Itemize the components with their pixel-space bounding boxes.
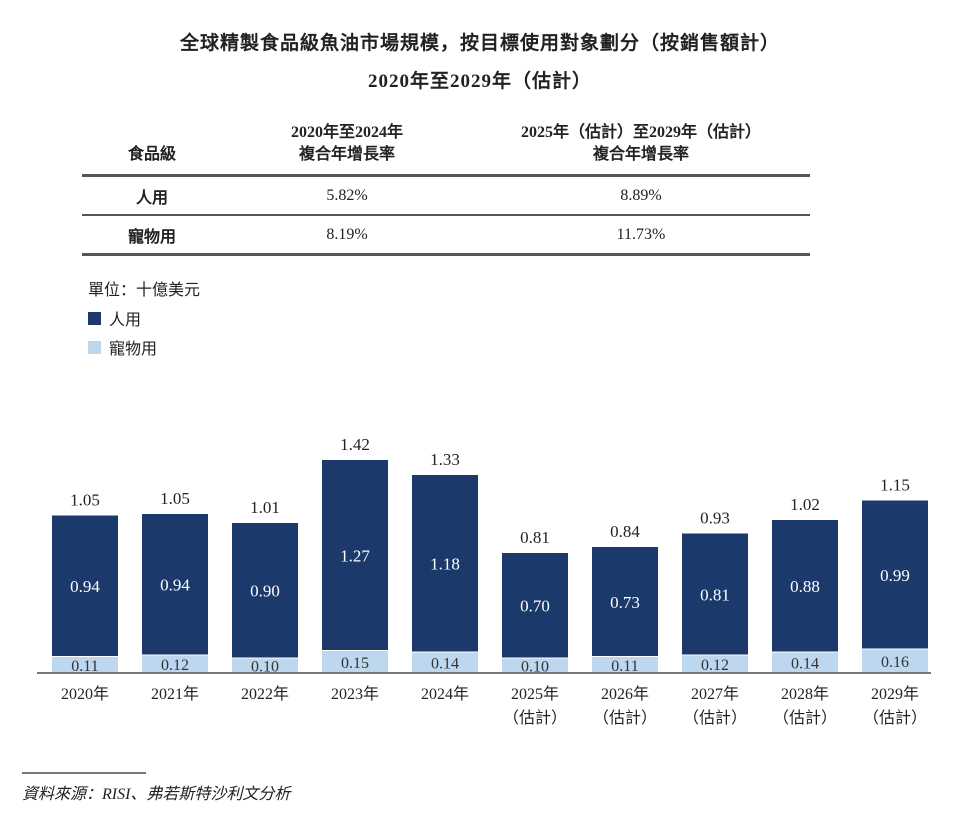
bar-pet (502, 658, 568, 673)
x-tick-label: 2027年 (691, 685, 739, 703)
data-label-total: 1.05 (70, 491, 100, 510)
legend-label: 寵物用 (109, 341, 158, 358)
data-label-total: 1.01 (250, 498, 280, 517)
header-line: 2025年（估計）至2029年（估計） (520, 124, 761, 141)
data-label-total: 1.02 (790, 495, 820, 514)
data-label-human: 0.90 (250, 582, 280, 601)
data-label-pet: 0.10 (251, 659, 279, 676)
bar-human (502, 553, 568, 658)
data-label-pet: 0.10 (521, 659, 549, 676)
header-line: 複合年增長率 (592, 146, 689, 163)
bar-human (142, 514, 208, 655)
data-label-pet: 0.11 (71, 658, 98, 675)
bar-human (862, 500, 928, 649)
data-label-pet: 0.12 (161, 657, 189, 674)
data-label-pet: 0.16 (881, 654, 909, 671)
bar-human (592, 547, 658, 657)
bar-pet (772, 652, 838, 673)
bar-human (52, 515, 118, 657)
data-label-total: 1.33 (430, 450, 460, 469)
header-cagr-2025-2029: 2025年（估計）至2029年（估計） 複合年增長率 (472, 122, 810, 176)
legend-swatch-pet (88, 340, 101, 354)
bar-human (772, 520, 838, 652)
x-tick-label-estimate: （估計） (593, 709, 657, 727)
data-label-total: 0.93 (700, 509, 730, 528)
x-tick-label-estimate: （估計） (503, 709, 567, 727)
header-line: 複合年增長率 (298, 146, 395, 163)
chart-title: 全球精製食品級魚油市場規模，按目標使用對象劃分（按銷售額計） (179, 33, 780, 54)
x-tick-label: 2020年 (61, 685, 109, 703)
bar-human (682, 533, 748, 655)
x-tick-label-estimate: （估計） (863, 709, 927, 727)
bar-pet (322, 650, 388, 673)
data-label-total: 0.81 (520, 528, 550, 547)
data-label-human: 0.99 (880, 566, 910, 585)
data-label-pet: 0.12 (701, 657, 729, 674)
legend-item-pet: 寵物用 (88, 335, 157, 359)
x-tick-label: 2022年 (241, 685, 289, 703)
data-label-pet: 0.14 (431, 656, 459, 673)
unit-label: 單位：十億美元 (88, 282, 201, 299)
data-label-pet: 0.14 (791, 656, 819, 673)
bar-pet (52, 656, 118, 673)
bar-pet (682, 655, 748, 673)
bar-pet (592, 656, 658, 673)
bar-pet (412, 652, 478, 673)
table-row: 人用 5.82% 8.89% (82, 176, 810, 215)
cell-cagr-2025-2029: 8.89% (620, 186, 662, 204)
x-tick-label: 2028年 (781, 685, 829, 703)
bar-pet (142, 655, 208, 673)
data-label-human: 0.73 (610, 593, 640, 612)
x-tick-label: 2023年 (331, 685, 379, 703)
table-row: 寵物用 8.19% 11.73% (82, 215, 810, 255)
legend-item-human: 人用 (88, 306, 141, 330)
header-category: 食品級 (127, 146, 176, 163)
data-label-total: 1.05 (160, 489, 190, 508)
cell-cagr-2025-2029: 11.73% (616, 225, 666, 243)
header-cagr-2020-2024: 2020年至2024年 複合年增長率 (222, 122, 472, 176)
legend-label: 人用 (109, 312, 142, 329)
bar-pet (232, 658, 298, 673)
data-label-total: 1.15 (880, 476, 910, 495)
source-divider (22, 772, 146, 774)
bar-human (232, 523, 298, 658)
table-header-row: 食品級 2020年至2024年 複合年增長率 2025年（估計）至2029年（估計… (82, 122, 810, 176)
legend-swatch-human (88, 311, 101, 325)
row-category: 人用 (135, 189, 168, 207)
bar-pet (862, 649, 928, 673)
x-tick-label: 2024年 (421, 685, 469, 703)
cell-cagr-2020-2024: 8.19% (326, 225, 368, 243)
chart-subtitle: 2020年至2029年（估計） (367, 71, 592, 92)
x-tick-label-estimate: （估計） (773, 709, 837, 727)
data-label-pet: 0.11 (611, 658, 638, 675)
data-label-human: 0.88 (790, 577, 820, 596)
header-line: 2020年至2024年 (290, 124, 403, 141)
data-label-human: 0.94 (160, 576, 190, 595)
cagr-table: 食品級 2020年至2024年 複合年增長率 2025年（估計）至2029年（估計… (82, 122, 810, 256)
data-label-pet: 0.15 (341, 655, 369, 672)
x-tick-label: 2025年 (511, 685, 559, 703)
x-tick-label: 2029年 (871, 685, 919, 703)
bar-human (322, 460, 388, 651)
cell-cagr-2020-2024: 5.82% (326, 186, 368, 204)
row-category: 寵物用 (127, 228, 176, 246)
data-label-human: 0.94 (70, 577, 100, 596)
source-note: 資料來源：RISI、弗若斯特沙利文分析 (22, 786, 291, 803)
x-tick-label: 2026年 (601, 685, 649, 703)
data-label-total: 0.84 (610, 522, 640, 541)
data-label-human: 0.70 (520, 597, 550, 616)
data-label-total: 1.42 (340, 435, 370, 454)
data-label-human: 1.18 (430, 555, 460, 574)
x-tick-label: 2021年 (151, 685, 199, 703)
x-tick-label-estimate: （估計） (683, 709, 747, 727)
data-label-human: 0.81 (700, 585, 730, 604)
bar-human (412, 475, 478, 652)
data-label-human: 1.27 (340, 546, 370, 565)
